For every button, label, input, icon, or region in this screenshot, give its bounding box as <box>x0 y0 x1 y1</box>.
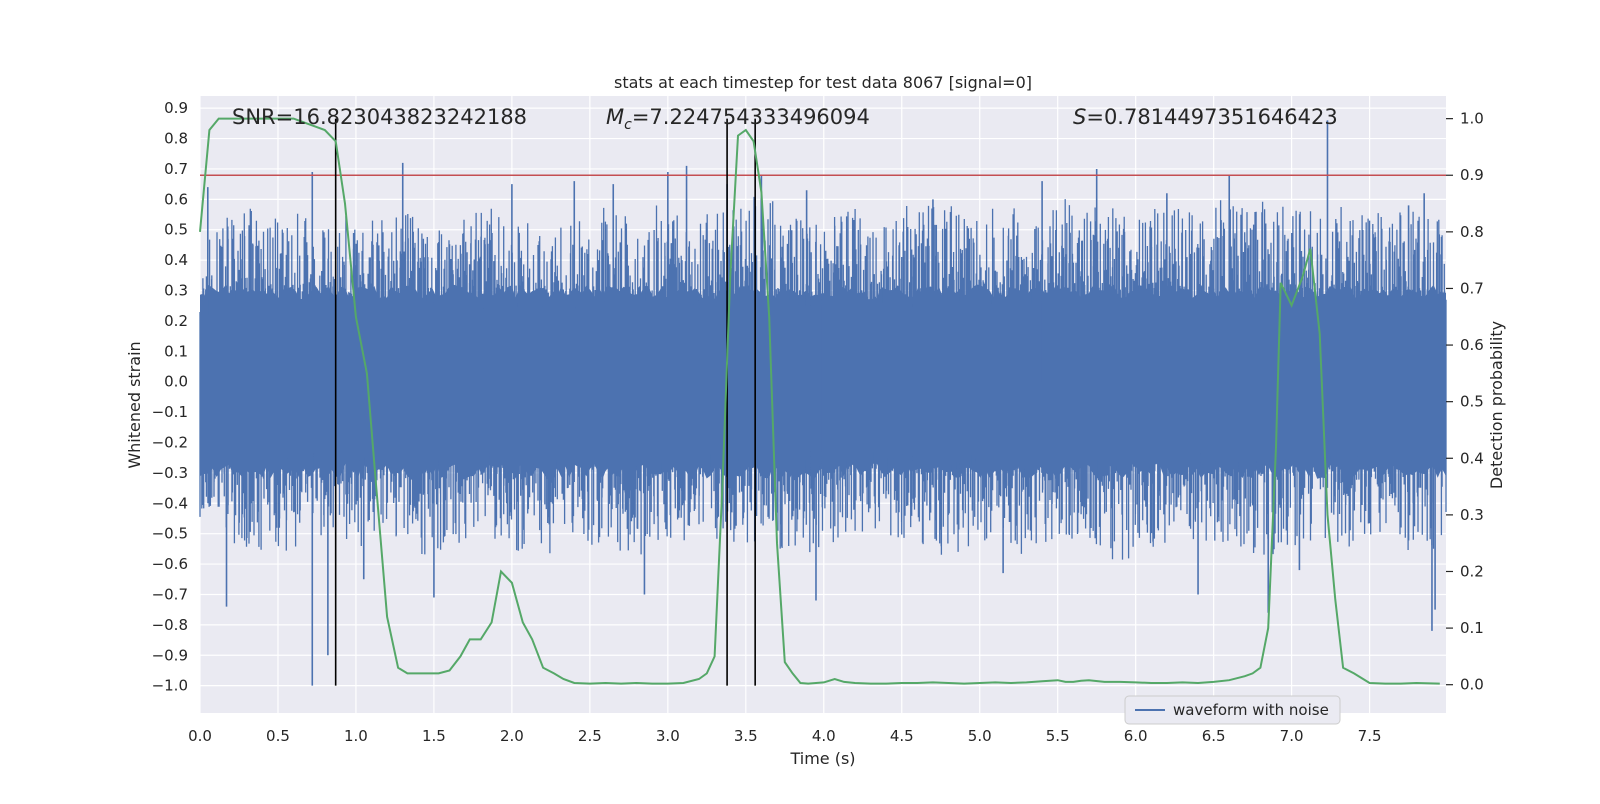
y-left-tick-label: −0.2 <box>152 433 188 451</box>
y-axis-left-label: Whitened strain <box>125 341 144 468</box>
y-left-tick-label: −0.3 <box>152 464 188 482</box>
y-right-tick-label: 0.2 <box>1460 562 1484 580</box>
score-annotation: S=0.7814497351646423 <box>1073 105 1338 129</box>
y-left-tick-label: 0.0 <box>164 373 188 391</box>
y-right-tick-label: 0.3 <box>1460 506 1484 524</box>
y-left-tick-label: −0.8 <box>152 616 188 634</box>
chirp-mass-subscript: c <box>624 117 632 133</box>
y-left-tick-label: 0.8 <box>164 130 188 148</box>
y-left-tick-label: 0.7 <box>164 160 188 178</box>
chirp-mass-annotation: Mc=7.224754333496094 <box>606 105 870 133</box>
y-left-tick-label: −0.1 <box>152 403 188 421</box>
x-tick-label: 0.5 <box>266 727 290 745</box>
y-left-tick-label: 0.3 <box>164 282 188 300</box>
x-tick-label: 0.0 <box>188 727 212 745</box>
waveform-layer <box>199 120 1447 686</box>
chirp-mass-symbol: M <box>606 105 624 129</box>
y-right-tick-label: 0.8 <box>1460 223 1484 241</box>
x-tick-label: 5.5 <box>1046 727 1070 745</box>
y-left-tick-label: 0.1 <box>164 342 188 360</box>
y-left-tick-label: −0.4 <box>152 494 188 512</box>
y-right-tick-label: 1.0 <box>1460 110 1484 128</box>
x-tick-label: 2.0 <box>500 727 524 745</box>
x-tick-label: 4.0 <box>812 727 836 745</box>
legend: waveform with noise <box>1124 695 1341 725</box>
y-left-tick-label: −0.5 <box>152 525 188 543</box>
snr-annotation: SNR=16.823043823242188 <box>232 105 527 129</box>
waveform-trace <box>199 196 1447 560</box>
legend-label: waveform with noise <box>1173 701 1329 719</box>
y-right-tick-label: 0.7 <box>1460 279 1484 297</box>
y-left-tick-label: −0.9 <box>152 646 188 664</box>
x-tick-label: 7.0 <box>1280 727 1304 745</box>
score-value: =0.7814497351646423 <box>1086 105 1337 129</box>
y-axis-right-label: Detection probability <box>1487 321 1506 489</box>
x-tick-label: 1.0 <box>344 727 368 745</box>
x-tick-label: 4.5 <box>890 727 914 745</box>
chirp-mass-value: =7.224754333496094 <box>632 105 870 129</box>
x-tick-label: 2.5 <box>578 727 602 745</box>
chart-title: stats at each timestep for test data 806… <box>614 73 1032 92</box>
y-left-tick-label: 0.2 <box>164 312 188 330</box>
axis-layer: 0.0 0.5 1.0 1.5 2.0 2.5 3.0 3.5 4.0 4.5 5.0 5.5 6.0 6… <box>152 99 1484 745</box>
x-tick-label: 1.5 <box>422 727 446 745</box>
x-tick-label: 5.0 <box>968 727 992 745</box>
score-symbol: S <box>1073 105 1086 129</box>
y-right-tick-label: 0.1 <box>1460 619 1484 637</box>
x-tick-label: 7.5 <box>1358 727 1382 745</box>
x-tick-label: 6.0 <box>1124 727 1148 745</box>
y-left-tick-label: −1.0 <box>152 677 188 695</box>
x-axis-label: Time (s) <box>789 749 855 768</box>
y-right-tick-label: 0.9 <box>1460 166 1484 184</box>
y-right-tick-label: 0.5 <box>1460 393 1484 411</box>
legend-box <box>1124 695 1341 725</box>
x-tick-label: 3.5 <box>734 727 758 745</box>
y-right-tick-label: 0.6 <box>1460 336 1484 354</box>
x-tick-label: 3.0 <box>656 727 680 745</box>
y-right-tick-label: 0.4 <box>1460 449 1484 467</box>
y-right-tick-label: 0.0 <box>1460 676 1484 694</box>
y-left-tick-label: 0.6 <box>164 190 188 208</box>
y-left-tick-label: −0.7 <box>152 585 188 603</box>
x-tick-label: 6.5 <box>1202 727 1226 745</box>
detection-probability-line <box>199 117 1440 685</box>
overlay-layer <box>199 117 1446 686</box>
y-left-tick-label: 0.4 <box>164 251 188 269</box>
y-left-tick-label: 0.9 <box>164 99 188 117</box>
y-left-tick-label: −0.6 <box>152 555 188 573</box>
y-left-tick-label: 0.5 <box>164 221 188 239</box>
